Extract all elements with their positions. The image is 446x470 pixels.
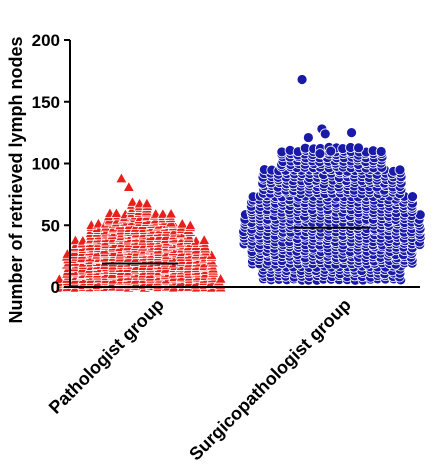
data-point	[353, 142, 364, 154]
y-ticks: 0 50 100 150 200	[32, 31, 70, 297]
data-point	[325, 145, 337, 157]
data-point	[375, 146, 387, 157]
y-axis-title: Number of retrieved lymph nodes	[6, 36, 26, 323]
data-point	[319, 128, 331, 140]
y-tick-label: 0	[51, 278, 60, 297]
data-point	[214, 272, 227, 284]
data-point	[164, 207, 178, 219]
x-category-label-surgicopathologist: Surgicopathologist group	[185, 295, 355, 465]
series-surgicopathologist	[238, 74, 426, 286]
data-point	[394, 164, 406, 176]
series-pathologist	[53, 171, 227, 293]
data-point	[176, 217, 189, 229]
y-tick-label: 150	[32, 93, 60, 112]
data-point	[115, 171, 128, 184]
data-point	[198, 233, 211, 245]
plot-area	[53, 74, 426, 293]
data-point	[122, 180, 135, 192]
y-tick-label: 100	[32, 155, 60, 174]
data-point	[133, 197, 146, 209]
data-point	[69, 233, 82, 246]
y-tick-label: 200	[32, 31, 60, 50]
data-point	[302, 132, 314, 143]
data-point	[346, 127, 357, 139]
data-point	[184, 218, 197, 231]
data-point	[314, 148, 326, 160]
data-point	[140, 197, 154, 209]
y-tick-label: 50	[41, 216, 60, 235]
data-point	[110, 206, 123, 218]
x-category-label-pathologist: Pathologist group	[45, 295, 168, 418]
data-point	[156, 207, 170, 219]
data-point	[296, 74, 308, 85]
data-point	[407, 191, 418, 203]
data-point	[126, 195, 139, 207]
